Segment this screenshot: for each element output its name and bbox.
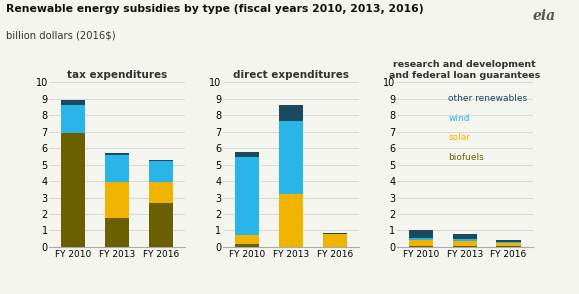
Bar [149,182,173,203]
Bar [105,182,129,218]
Bar [409,246,433,247]
Bar [105,218,129,247]
Text: eia: eia [533,9,556,23]
Bar [105,155,129,182]
Text: biofuels: biofuels [448,153,484,162]
Text: billion dollars (2016$): billion dollars (2016$) [6,31,115,41]
Title: research and development
and federal loan guarantees: research and development and federal loa… [389,60,540,80]
Bar [235,157,259,235]
Bar [453,239,477,241]
Bar [409,230,433,238]
Bar [323,234,347,247]
Bar [496,240,521,242]
Bar [496,243,521,246]
Text: solar: solar [448,133,470,142]
Bar [409,238,433,240]
Title: direct expenditures: direct expenditures [233,70,349,80]
Bar [149,203,173,247]
Bar [61,105,86,133]
Bar [496,246,521,247]
Bar [149,161,173,182]
Bar [61,133,86,247]
Bar [235,152,259,157]
Bar [409,240,433,246]
Bar [453,241,477,246]
Bar [453,246,477,247]
Bar [279,194,303,247]
Bar [235,244,259,247]
Bar [105,153,129,155]
Bar [279,121,303,194]
Text: other renewables: other renewables [448,94,527,103]
Bar [61,100,86,105]
Bar [496,242,521,243]
Bar [453,234,477,239]
Bar [323,233,347,234]
Bar [149,160,173,161]
Bar [235,235,259,244]
Text: wind: wind [448,113,470,123]
Bar [279,105,303,121]
Text: Renewable energy subsidies by type (fiscal years 2010, 2013, 2016): Renewable energy subsidies by type (fisc… [6,4,423,14]
Title: tax expenditures: tax expenditures [67,70,167,80]
